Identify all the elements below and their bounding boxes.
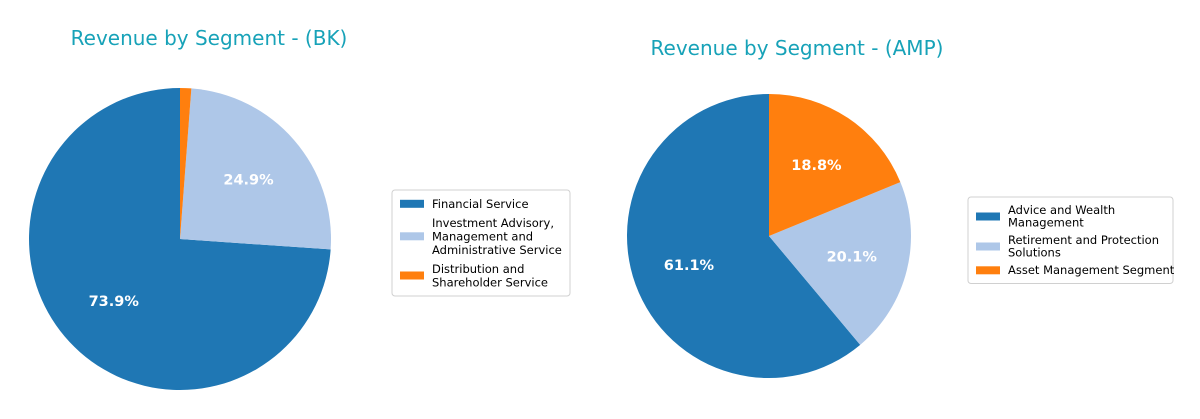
bk-legend-swatch-2	[400, 271, 424, 280]
bk-legend: Financial Service Investment Advisory, Man…	[391, 189, 571, 297]
bk-legend-swatch-0	[400, 199, 424, 208]
bk-pct-label-0: 73.9%	[89, 294, 140, 310]
bk-legend-label-0: Financial Service	[432, 197, 529, 211]
amp-pie-slice-0	[626, 94, 861, 379]
bk-legend-swatch-1	[400, 232, 424, 241]
amp-legend-frame	[967, 196, 1174, 284]
bk-pct-label-1: 24.9%	[223, 173, 274, 189]
amp-pct-label-2: 18.8%	[791, 158, 842, 174]
bk-legend-label-1: Investment Advisory, Management and Admini…	[432, 216, 562, 257]
bk-pie-slices	[29, 88, 332, 390]
bk-pie-chart: Revenue by Segment - (BK) 73.9% 24.9% Fin…	[29, 26, 571, 390]
bk-chart-title: Revenue by Segment - (BK)	[71, 26, 348, 50]
amp-chart-title: Revenue by Segment - (AMP)	[651, 36, 944, 60]
bk-pie-labels: 73.9% 24.9%	[89, 173, 275, 310]
amp-legend-label-1: Retirement and Protection Solutions	[1008, 233, 1159, 260]
amp-legend: Advice and Wealth Management Retirement an…	[967, 196, 1175, 284]
bk-legend-label-2: Distribution and Shareholder Service	[432, 262, 548, 290]
amp-pie-labels: 61.1% 20.1% 18.8%	[664, 158, 878, 274]
amp-legend-swatch-0	[976, 212, 1000, 221]
amp-legend-label-0: Advice and Wealth Management	[1008, 203, 1115, 230]
amp-pie-slices	[626, 94, 911, 379]
amp-legend-label-2: Asset Management Segment	[1008, 263, 1175, 277]
amp-legend-swatch-1	[976, 242, 1000, 251]
bk-pie-slice-1	[180, 88, 332, 250]
amp-pie-slice-2	[769, 94, 901, 236]
amp-pct-label-0: 61.1%	[664, 258, 715, 274]
amp-legend-swatch-2	[976, 266, 1000, 275]
amp-pie-chart: Revenue by Segment - (AMP) 61.1% 20.1% 18.…	[626, 36, 1175, 379]
amp-pie-slice-1	[769, 182, 911, 345]
bk-pie-slice-0	[29, 88, 331, 390]
amp-pct-label-1: 20.1%	[827, 249, 878, 265]
bk-pie-slice-2	[180, 88, 192, 239]
bk-legend-frame	[391, 189, 571, 297]
